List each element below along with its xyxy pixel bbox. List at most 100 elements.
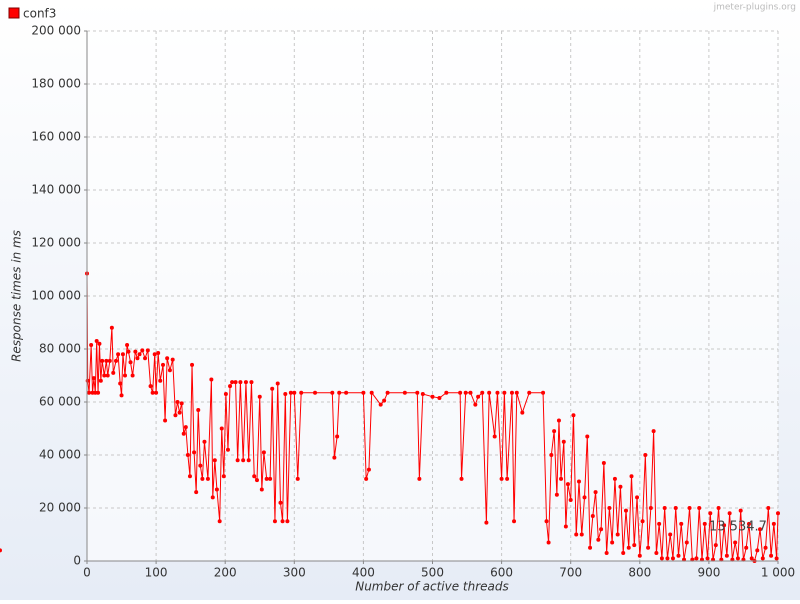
data-point	[145, 348, 150, 353]
x-tick-label: 500	[421, 566, 444, 580]
data-point	[755, 548, 760, 553]
data-point	[313, 390, 318, 395]
data-point	[254, 478, 259, 483]
data-point	[601, 460, 606, 465]
data-point	[774, 556, 779, 561]
x-tick-label: 400	[352, 566, 375, 580]
data-point	[264, 476, 269, 481]
data-point	[114, 358, 119, 363]
data-point	[366, 467, 371, 472]
legend-swatch	[8, 7, 20, 19]
data-point	[623, 508, 628, 513]
data-point	[257, 394, 262, 399]
data-point	[105, 373, 110, 378]
data-point	[183, 425, 188, 430]
data-point	[546, 540, 551, 545]
data-point	[626, 545, 631, 550]
data-point	[369, 390, 374, 395]
data-point	[679, 521, 684, 526]
data-point	[571, 413, 576, 418]
data-point	[552, 429, 557, 434]
data-point	[607, 506, 612, 510]
data-point	[618, 484, 623, 489]
data-point	[733, 540, 738, 545]
data-point	[402, 390, 407, 395]
data-point	[96, 390, 101, 395]
data-point	[0, 548, 2, 553]
data-point	[568, 498, 573, 503]
data-point	[722, 523, 727, 528]
data-point	[135, 356, 140, 361]
data-point	[228, 384, 233, 389]
data-point	[198, 463, 203, 468]
data-point	[417, 476, 422, 481]
data-point	[565, 482, 570, 487]
data-point	[163, 418, 168, 423]
data-point	[585, 434, 590, 439]
data-point	[509, 390, 514, 395]
data-point	[225, 447, 230, 452]
data-point	[116, 352, 121, 357]
data-point	[505, 476, 510, 481]
data-point	[382, 398, 387, 403]
data-point	[727, 511, 732, 516]
data-point	[648, 506, 653, 510]
data-point	[643, 453, 648, 457]
data-point	[123, 373, 128, 378]
data-point	[119, 393, 124, 398]
data-point	[657, 521, 662, 526]
y-tick-label: 80 000	[39, 342, 81, 356]
data-point	[133, 349, 138, 354]
data-point	[238, 380, 243, 385]
y-tick-label: 140 000	[31, 183, 81, 197]
data-point	[549, 453, 554, 457]
data-point	[100, 358, 105, 363]
annotation: 13 534.7	[709, 520, 767, 535]
data-point	[561, 439, 566, 444]
data-point	[200, 476, 205, 481]
data-point	[684, 540, 689, 545]
data-point	[468, 390, 473, 395]
data-point	[705, 556, 710, 561]
data-point	[487, 390, 492, 395]
data-point	[582, 495, 587, 500]
data-point	[187, 474, 192, 479]
data-point	[771, 521, 776, 526]
data-point	[181, 431, 186, 436]
data-point	[177, 410, 182, 415]
data-point	[763, 545, 768, 550]
data-point	[109, 325, 114, 330]
data-point	[111, 370, 116, 375]
data-point	[219, 426, 224, 431]
data-point	[143, 356, 148, 361]
data-point	[459, 476, 464, 481]
data-point	[173, 413, 178, 418]
data-point	[125, 343, 130, 348]
data-point	[673, 506, 678, 510]
data-point	[463, 390, 468, 395]
data-point	[668, 532, 673, 537]
data-point	[724, 553, 729, 558]
x-tick-label: 0	[83, 566, 91, 580]
data-point	[154, 390, 159, 395]
x-tick-label: 300	[283, 566, 306, 580]
data-point	[629, 474, 634, 479]
data-point	[156, 350, 161, 355]
data-point	[473, 402, 478, 407]
data-point	[98, 378, 103, 383]
data-point	[161, 362, 166, 367]
data-point	[137, 352, 142, 357]
data-point	[126, 349, 131, 354]
data-point	[87, 390, 92, 395]
data-point	[194, 490, 199, 495]
data-point	[361, 390, 366, 395]
data-point	[140, 348, 145, 353]
data-point	[502, 390, 507, 395]
y-tick-label: 120 000	[31, 236, 81, 250]
data-point	[214, 487, 219, 492]
y-tick-label: 20 000	[39, 501, 81, 515]
data-point	[107, 358, 112, 363]
data-point	[158, 378, 163, 383]
data-point	[437, 396, 442, 401]
data-point	[637, 553, 642, 558]
